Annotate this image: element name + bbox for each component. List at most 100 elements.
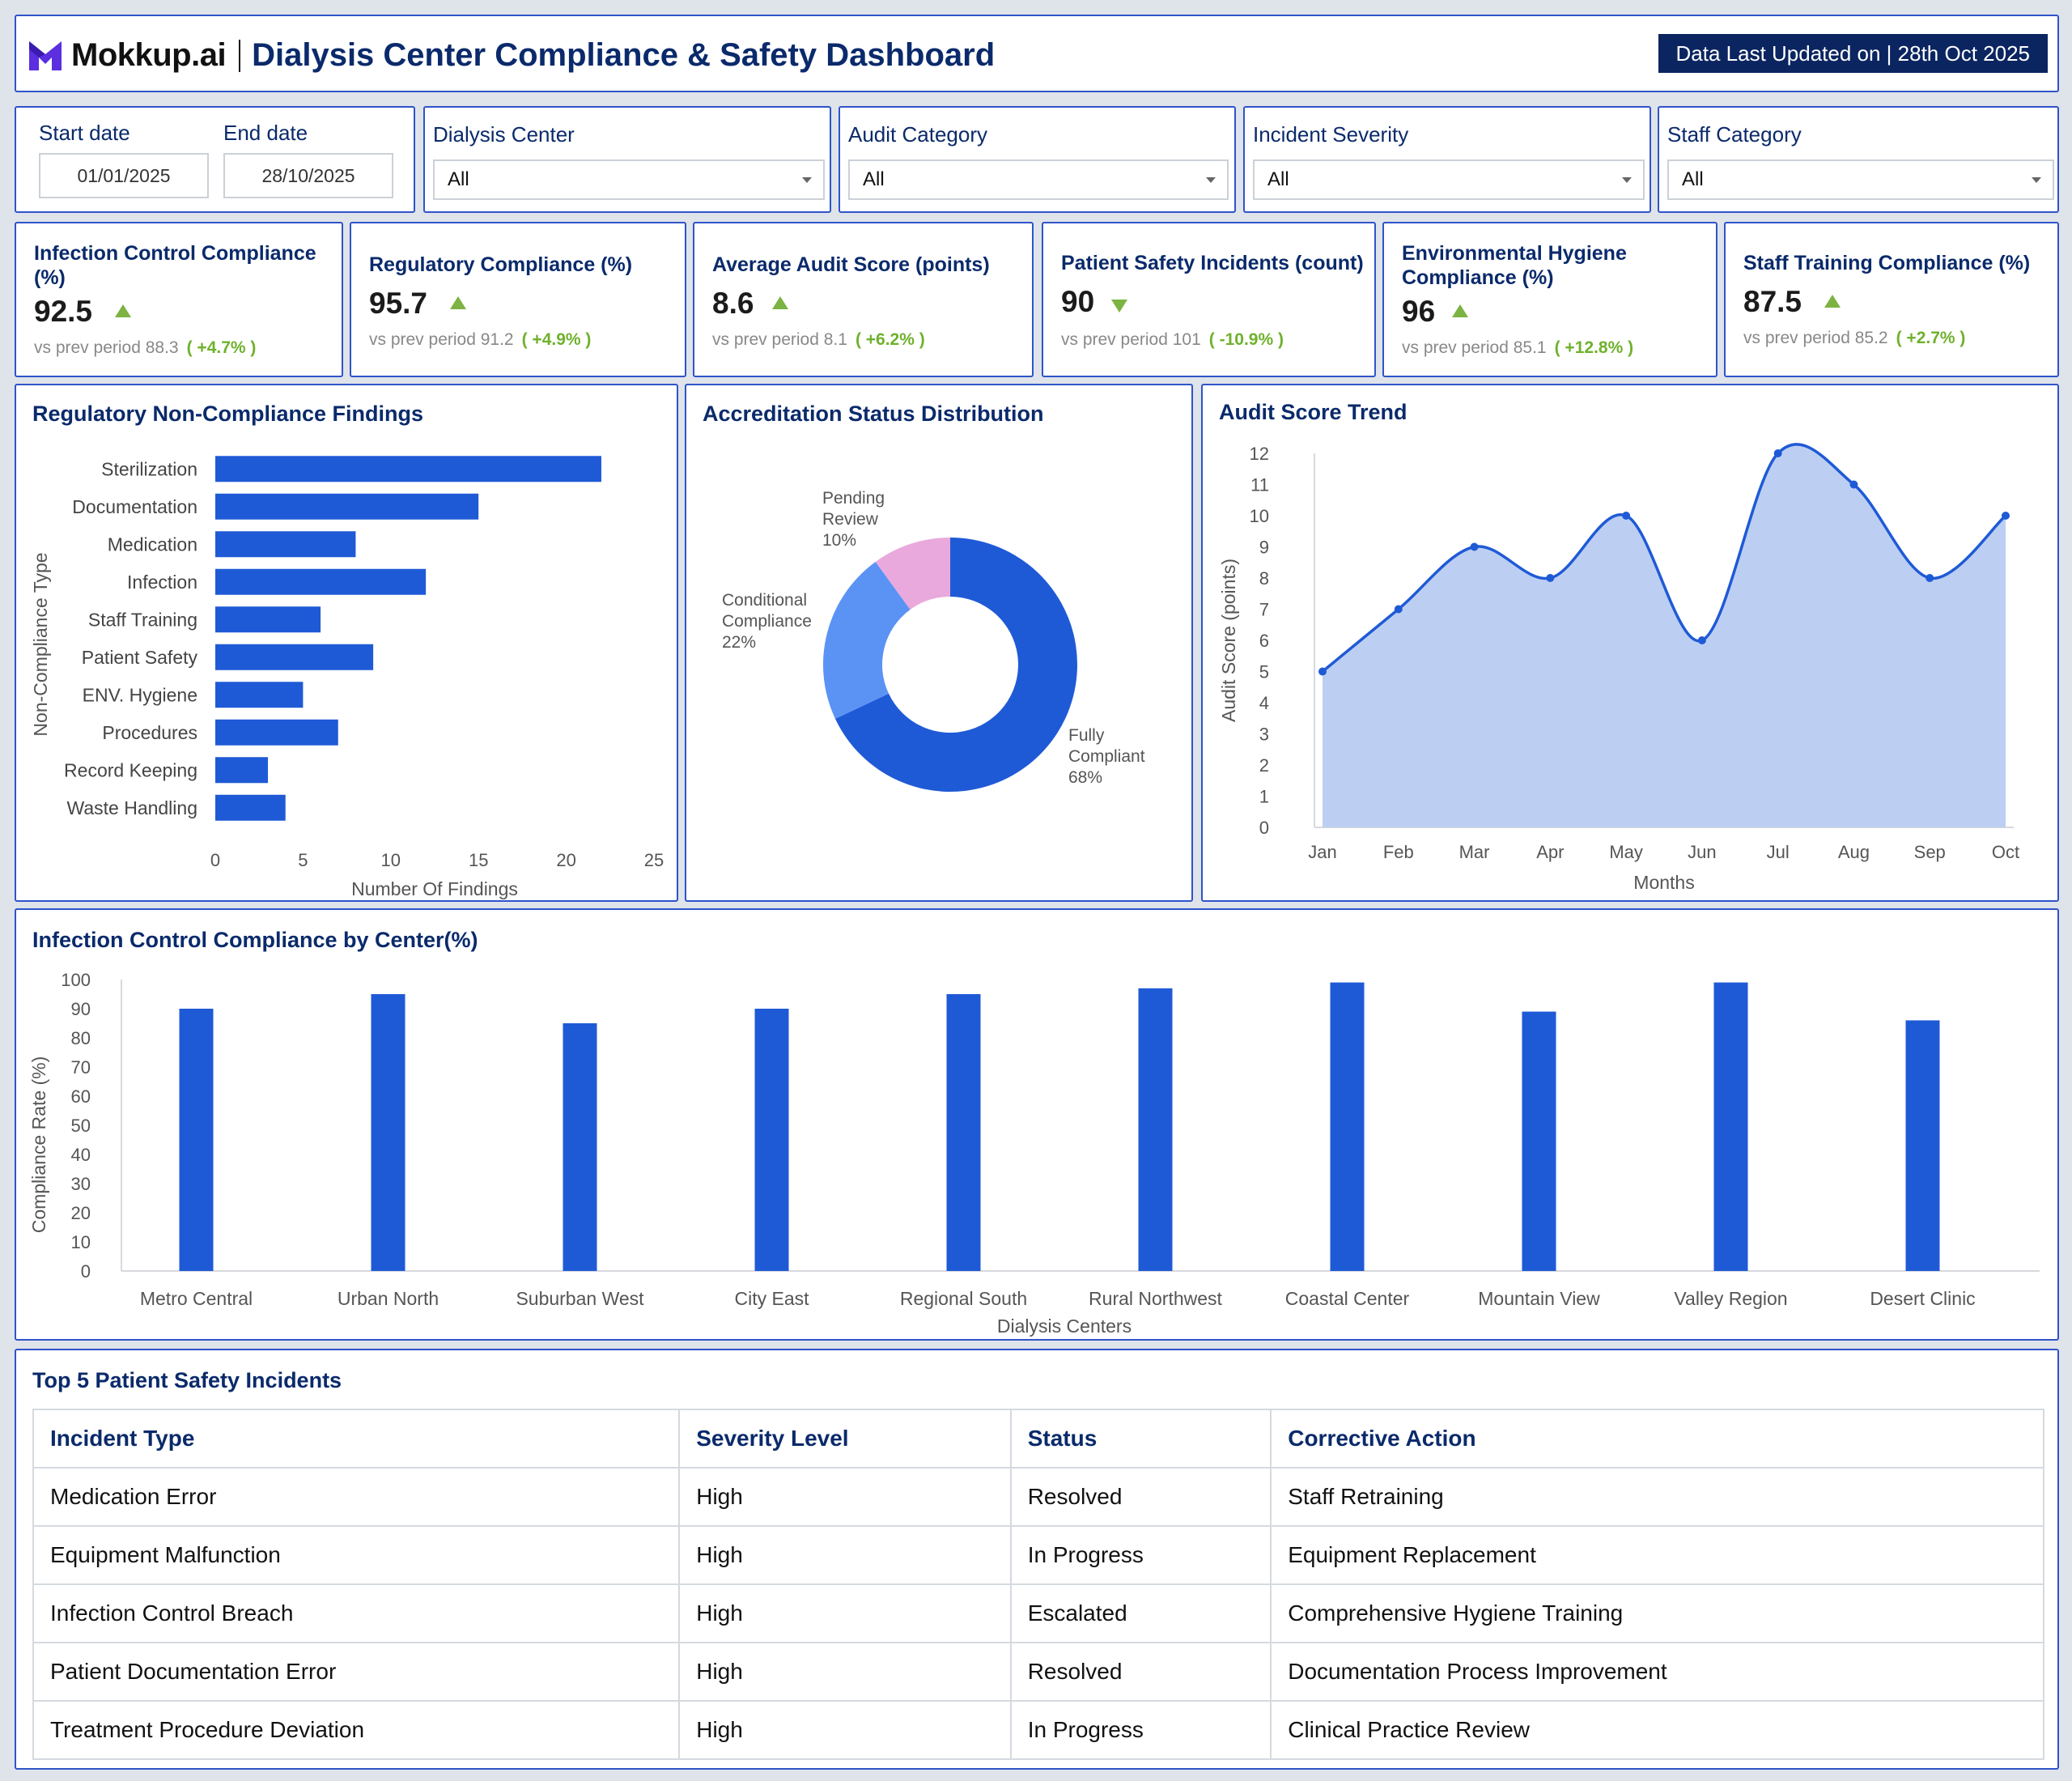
x-tick-label: 15 <box>469 850 488 870</box>
donut-slice <box>875 538 950 610</box>
end-date-input[interactable]: 28/10/2025 <box>223 153 393 198</box>
chart-title: Infection Control Compliance by Center(%… <box>32 928 478 952</box>
y-tick-label: 70 <box>71 1057 91 1078</box>
x-tick-label: City East <box>734 1288 809 1309</box>
slice-label: Review <box>822 510 879 529</box>
kpi-prev: vs prev period 85.1 <box>1402 338 1547 357</box>
accreditation-donut-chart: Fully Compliant 68% Conditional Compliance 22… <box>722 489 1145 792</box>
kpi-infection-control: Infection Control Compliance (%) 92.5 vs… <box>15 222 343 377</box>
category-label: Sterilization <box>101 458 197 479</box>
bar <box>215 757 269 784</box>
chart-title: Accreditation Status Distribution <box>703 402 1044 426</box>
start-date-input[interactable]: 01/01/2025 <box>39 153 209 198</box>
y-tick-label: 50 <box>71 1116 91 1136</box>
y-tick-label: 30 <box>71 1174 91 1194</box>
kpi-staff-training: Staff Training Compliance (%) 87.5 vs pr… <box>1724 222 2059 377</box>
y-tick-label: 1 <box>1259 787 1269 807</box>
slice-percent: 10% <box>822 531 856 550</box>
slice-label: Compliant <box>1068 747 1145 766</box>
audit-category-label: Audit Category <box>848 122 987 147</box>
bar <box>1713 982 1748 1271</box>
bar <box>179 1009 214 1271</box>
table-cell: High <box>678 1642 1012 1702</box>
incidents-table: Incident Type Severity Level Status Corr… <box>32 1409 2044 1760</box>
kpi-value: 90 <box>1061 285 1095 318</box>
x-tick-label: 10 <box>381 850 401 870</box>
kpi-change: ( -10.9% ) <box>1208 330 1284 349</box>
chevron-down-icon <box>1206 177 1216 183</box>
table-row[interactable]: Treatment Procedure Deviation High In Pr… <box>32 1700 2044 1760</box>
category-label: Documentation <box>72 496 197 517</box>
x-tick-label: Oct <box>1992 842 2019 862</box>
x-tick-label: 25 <box>644 850 664 870</box>
table-row[interactable]: Infection Control Breach High Escalated … <box>32 1583 2044 1643</box>
filter-audit-category: Audit Category All <box>839 106 1236 213</box>
findings-chart-card: Regulatory Non-Compliance Findings Steri… <box>15 384 678 902</box>
start-date-label: Start date <box>39 121 130 145</box>
column-header[interactable]: Incident Type <box>32 1409 681 1469</box>
table-cell: Resolved <box>1009 1467 1272 1527</box>
kpi-prev: vs prev period 91.2 <box>369 330 514 349</box>
dialysis-center-label: Dialysis Center <box>433 122 575 147</box>
kpi-patient-safety-incidents: Patient Safety Incidents (count) 90 vs p… <box>1042 222 1376 377</box>
kpi-change: ( +12.8% ) <box>1554 338 1634 357</box>
audit-category-select[interactable]: All <box>848 159 1229 200</box>
area-fill <box>1323 444 2006 827</box>
infection-center-bar-chart: 0 10 20 30 40 50 60 70 80 90 100 Metro Central Urban… <box>28 970 2040 1337</box>
donut-slice <box>834 538 1077 792</box>
page-title: Dialysis Center Compliance & Safety Dash… <box>252 37 996 73</box>
trend-up-icon <box>772 296 788 309</box>
y-tick-label: 90 <box>71 999 91 1019</box>
table-cell: Equipment Replacement <box>1270 1525 2044 1585</box>
audit-category-value: All <box>863 168 885 190</box>
x-tick-label: 20 <box>556 850 575 870</box>
table-cell: High <box>678 1583 1012 1643</box>
y-tick-label: 12 <box>1250 444 1269 464</box>
kpi-change: ( +2.7% ) <box>1896 329 1966 347</box>
y-tick-label: 7 <box>1259 600 1269 620</box>
incident-severity-select[interactable]: All <box>1253 159 1645 200</box>
bar <box>1330 982 1365 1271</box>
incident-severity-value: All <box>1267 168 1289 190</box>
kpi-value: 96 <box>1402 295 1436 328</box>
column-header[interactable]: Corrective Action <box>1270 1409 2044 1469</box>
table-row[interactable]: Equipment Malfunction High In Progress E… <box>32 1525 2044 1585</box>
kpi-value: 87.5 <box>1743 285 1802 318</box>
table-cell: In Progress <box>1009 1700 1272 1760</box>
chevron-down-icon <box>2032 177 2041 183</box>
mokkup-logo-icon <box>29 40 62 70</box>
table-row[interactable]: Patient Documentation Error High Resolve… <box>32 1642 2044 1702</box>
x-tick-label: 0 <box>210 850 220 870</box>
data-point <box>1849 480 1858 489</box>
kpi-value: 92.5 <box>34 295 93 328</box>
dialysis-center-select[interactable]: All <box>433 159 825 200</box>
data-point <box>1926 574 1934 582</box>
chart-title: Regulatory Non-Compliance Findings <box>32 402 424 426</box>
kpi-comparison: vs prev period 101 ( -10.9% ) <box>1061 330 1284 350</box>
x-tick-label: Valley Region <box>1674 1288 1787 1309</box>
column-header[interactable]: Severity Level <box>678 1409 1012 1469</box>
bar <box>215 568 427 595</box>
trend-up-icon <box>115 304 131 317</box>
kpi-change: ( +4.7% ) <box>186 338 257 357</box>
staff-category-select[interactable]: All <box>1667 159 2054 200</box>
data-point <box>2002 512 2010 520</box>
data-point <box>1773 449 1782 457</box>
brand-name: Mokkup.ai <box>71 37 227 73</box>
slice-percent: 68% <box>1068 768 1102 787</box>
chart-title: Audit Score Trend <box>1219 400 1408 424</box>
table-cell: Escalated <box>1009 1583 1272 1643</box>
end-date-label: End date <box>223 121 308 145</box>
column-header[interactable]: Status <box>1009 1409 1272 1469</box>
table-row[interactable]: Medication Error High Resolved Staff Ret… <box>32 1467 2044 1527</box>
x-axis-label: Dialysis Centers <box>997 1316 1132 1337</box>
bar <box>946 994 981 1271</box>
infection-center-chart-card: Infection Control Compliance by Center(%… <box>15 908 2059 1341</box>
kpi-title: Regulatory Compliance (%) <box>369 253 633 276</box>
category-label: Infection <box>127 572 197 593</box>
data-point <box>1318 667 1327 676</box>
kpi-change: ( +6.2% ) <box>855 330 925 349</box>
incidents-table-card: Top 5 Patient Safety Incidents Incident … <box>15 1349 2059 1770</box>
y-tick-label: 10 <box>71 1232 91 1252</box>
